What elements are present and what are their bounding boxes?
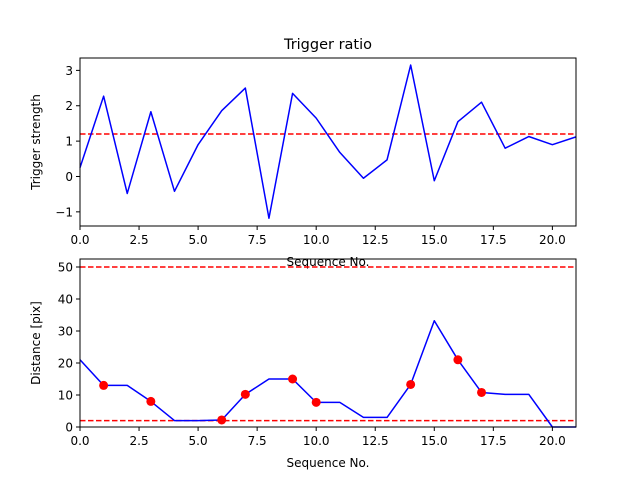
chart-title: Trigger ratio: [283, 37, 372, 53]
x-tick-label: 5.0: [189, 434, 208, 448]
x-tick-label: 7.5: [248, 434, 267, 448]
data-point-marker: [146, 396, 156, 406]
x-tick-label: 20.0: [539, 233, 566, 247]
y-tick-label: 2: [65, 99, 73, 113]
x-tick-label: 5.0: [189, 233, 208, 247]
y-tick-label: 0: [65, 421, 73, 435]
y-tick-label: 10: [58, 389, 73, 403]
y-axis-label: Distance [pix]: [29, 301, 43, 385]
series-line: [79, 320, 576, 428]
x-tick-label: 2.5: [130, 434, 149, 448]
x-tick-label: 10.0: [303, 434, 330, 448]
data-point-marker: [311, 397, 321, 407]
x-tick-label: 20.0: [539, 434, 566, 448]
x-tick-label: 15.0: [421, 434, 448, 448]
x-tick-label: 17.5: [480, 233, 507, 247]
data-point-marker: [477, 387, 487, 397]
y-tick-label: −1: [55, 205, 73, 219]
x-axis-label: Sequence No.: [287, 456, 370, 470]
series-line: [79, 64, 577, 219]
y-tick-label: 0: [65, 170, 73, 184]
y-tick-label: 3: [65, 64, 73, 78]
y-tick-label: 1: [65, 135, 73, 149]
y-tick-label: 30: [58, 325, 73, 339]
y-tick-label: 50: [58, 261, 73, 275]
y-axis-label: Trigger strength: [29, 94, 43, 191]
plot-frame: [79, 258, 577, 428]
chart-panel-2: 0.0 2.5 5.0 7.5 10.0 12.5 15.0 17.5 20.0 0 10 20 30 4…: [29, 258, 577, 470]
x-tick-label: 15.0: [421, 233, 448, 247]
chart-panel-1: 0.0 2.5 5.0 7.5 10.0 12.5 15.0 17.5 20.0 −1 0 1 2 3 Tr…: [29, 37, 577, 269]
x-tick-label: 12.5: [362, 434, 389, 448]
x-tick-label: 0.0: [70, 233, 89, 247]
x-tick-label: 12.5: [362, 233, 389, 247]
data-point-marker: [99, 380, 109, 390]
x-tick-label: 10.0: [303, 233, 330, 247]
data-point-marker: [406, 379, 416, 389]
y-tick-label: 40: [58, 293, 73, 307]
x-tick-label: 0.0: [70, 434, 89, 448]
x-tick-label: 7.5: [248, 233, 267, 247]
y-tick-label: 20: [58, 357, 73, 371]
data-point-marker: [453, 355, 463, 365]
data-point-marker: [288, 374, 298, 384]
data-point-marker: [217, 415, 227, 425]
x-tick-label: 2.5: [130, 233, 149, 247]
plot-frame: [79, 57, 577, 227]
x-tick-label: 17.5: [480, 434, 507, 448]
data-point-marker: [240, 389, 250, 399]
